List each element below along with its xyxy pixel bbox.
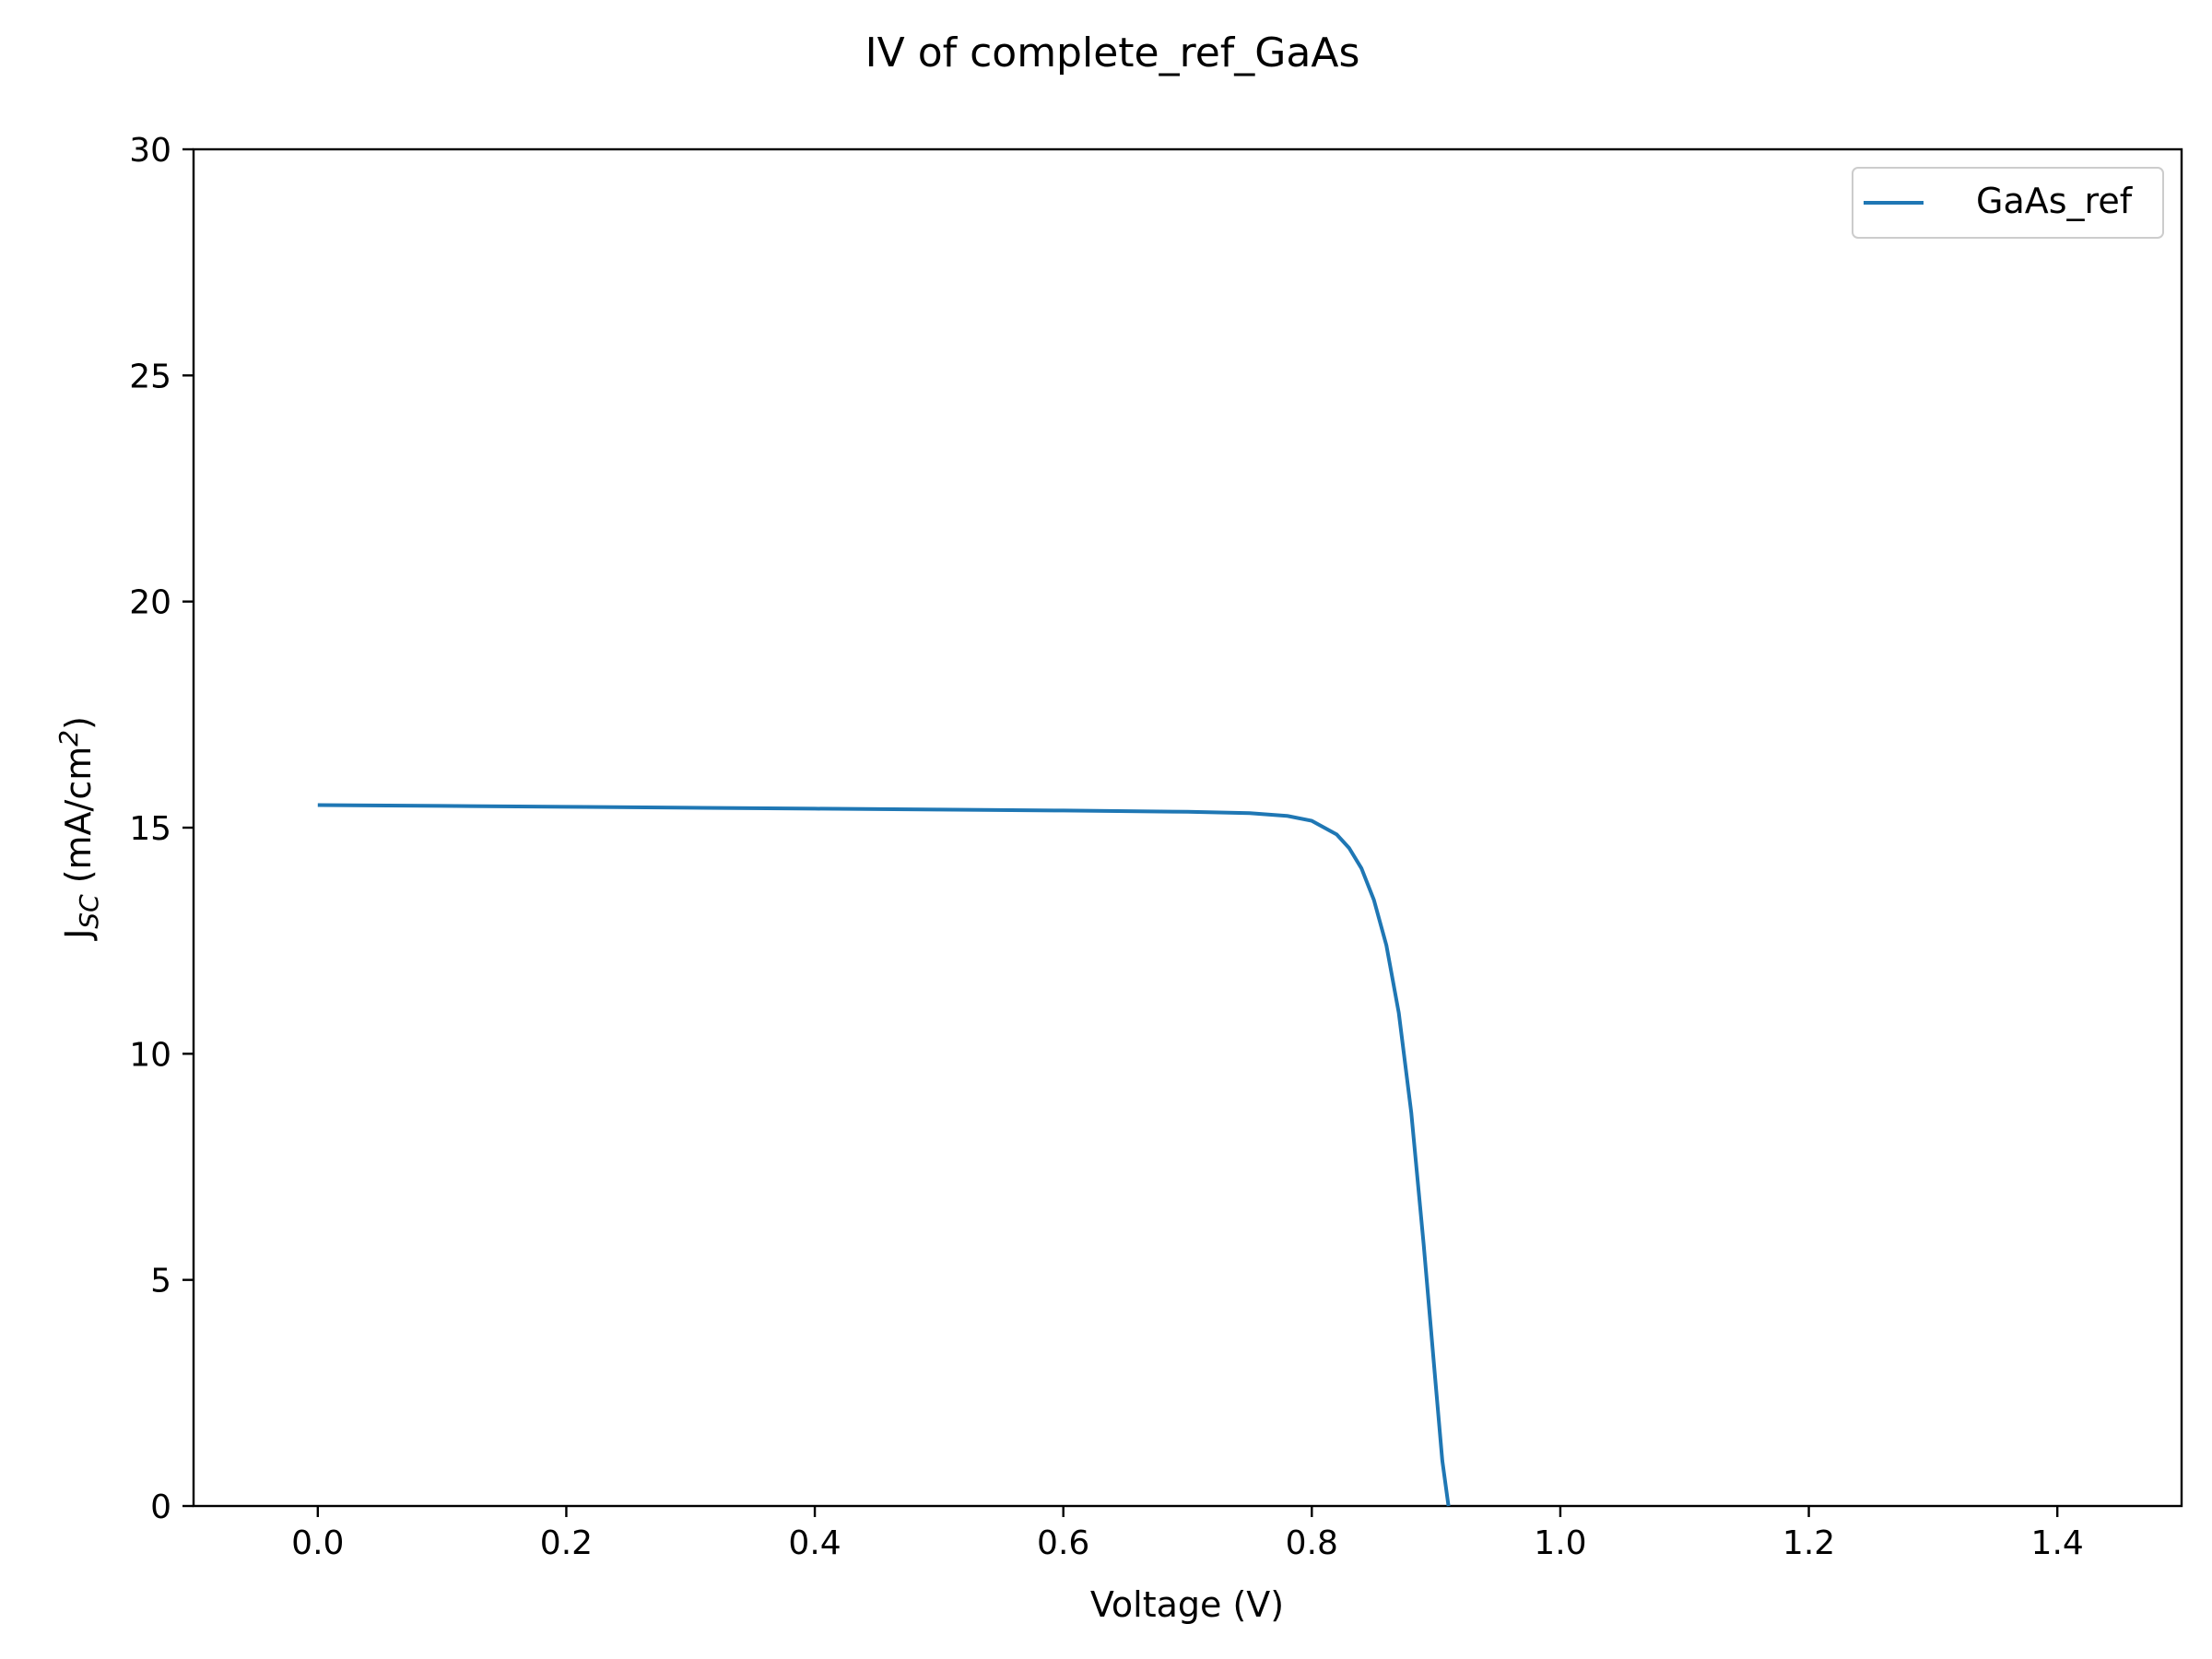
y-tick-label: 5 xyxy=(150,1263,171,1300)
y-tick-label: 15 xyxy=(129,810,171,848)
x-tick-label: 0.4 xyxy=(788,1524,841,1562)
y-axis-ticks: 0 5 10 15 20 25 30 xyxy=(129,132,194,1526)
x-tick-label: 0.2 xyxy=(540,1524,593,1562)
y-tick-label: 25 xyxy=(129,358,171,395)
y-tick-label: 30 xyxy=(129,132,171,170)
legend: GaAs_ref xyxy=(1852,167,2164,239)
x-axis-label: Voltage (V) xyxy=(1090,1584,1284,1625)
series-line-gaas-ref xyxy=(317,803,1451,1507)
y-tick-label: 0 xyxy=(150,1488,171,1526)
x-tick-label: 0.6 xyxy=(1037,1524,1089,1562)
chart-title: IV of complete_ref_GaAs xyxy=(865,29,1360,76)
y-axis-label-unit: (mA/cm xyxy=(58,747,99,895)
y-axis-label-main: J xyxy=(58,929,99,941)
legend-box xyxy=(1852,167,2164,239)
y-axis-label-superscript: 2 xyxy=(53,730,84,747)
x-tick-label: 1.4 xyxy=(2031,1524,2084,1562)
x-tick-label: 0.8 xyxy=(1286,1524,1338,1562)
x-axis-ticks: 0.0 0.2 0.4 0.6 0.8 1.0 1.2 1.4 xyxy=(291,1506,2084,1562)
y-axis-label-end: ) xyxy=(58,716,99,730)
x-tick-label: 1.0 xyxy=(1534,1524,1586,1562)
y-axis-label-subscript: SC xyxy=(74,894,104,929)
x-tick-label: 0.0 xyxy=(291,1524,344,1562)
y-tick-label: 20 xyxy=(129,584,171,622)
x-tick-label: 1.2 xyxy=(1783,1524,1835,1562)
legend-series-label: GaAs_ref xyxy=(1976,181,2134,221)
y-axis-label: JSC (mA/cm2) xyxy=(53,716,104,941)
y-tick-label: 10 xyxy=(129,1036,171,1074)
series-group xyxy=(317,803,1451,1507)
